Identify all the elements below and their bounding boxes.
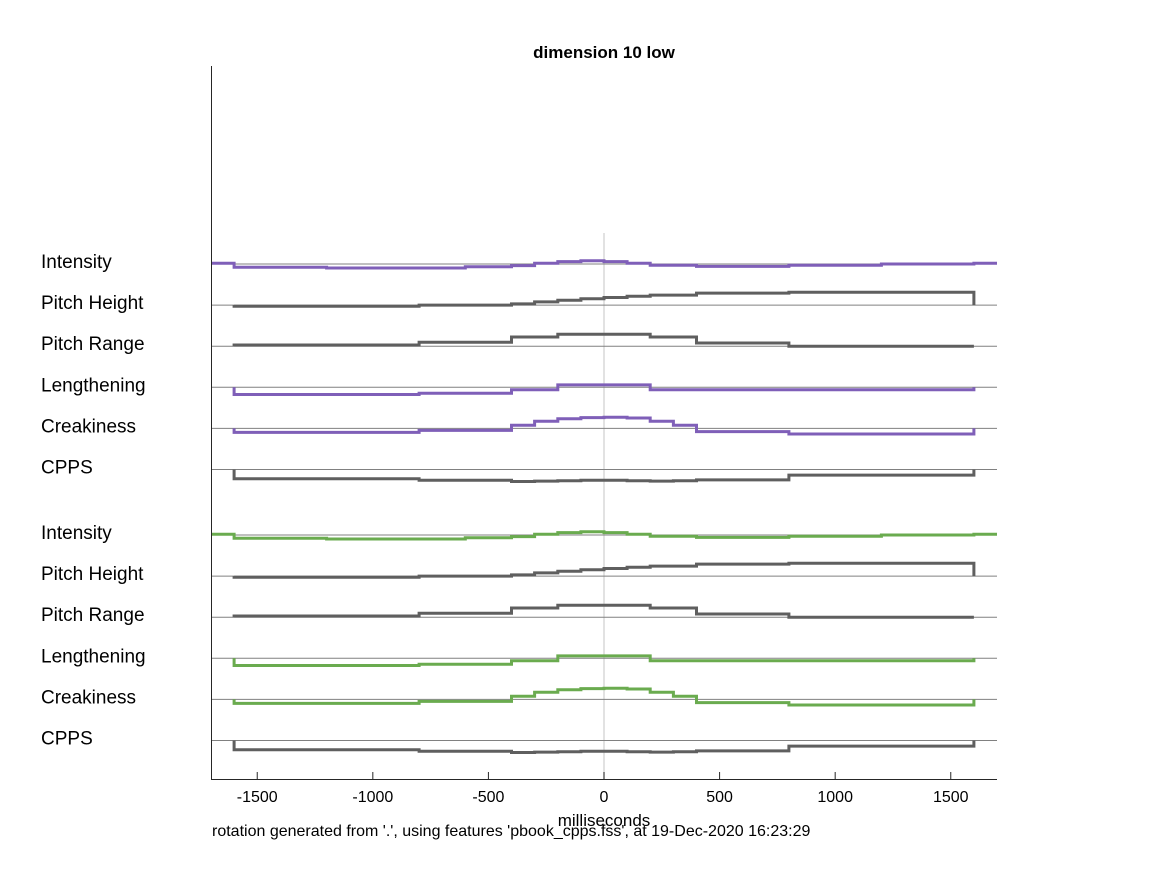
row-label: Pitch Range xyxy=(41,334,145,355)
x-tick-label: 1500 xyxy=(933,789,969,806)
row-label: CPPS xyxy=(41,458,93,479)
x-tick-label: 0 xyxy=(600,789,609,806)
row-label: Lengthening xyxy=(41,375,146,396)
row-label: CPPS xyxy=(41,729,93,750)
row-label: Pitch Height xyxy=(41,293,144,314)
row-label: Pitch Range xyxy=(41,605,145,626)
series-traces xyxy=(211,259,997,754)
series-line-pitch-range xyxy=(232,332,974,348)
series-line-creakiness xyxy=(232,686,976,707)
row-label: Lengthening xyxy=(41,646,146,667)
x-axis-label: milliseconds xyxy=(558,811,651,830)
series-line-pitch-range xyxy=(232,603,974,619)
series-line-lengthening xyxy=(232,383,976,396)
x-tick-label: 500 xyxy=(706,789,733,806)
series-line-intensity xyxy=(211,530,997,541)
chart-title: dimension 10 low xyxy=(533,43,675,62)
series-line-cpps xyxy=(232,740,976,754)
x-tick-label: -500 xyxy=(472,789,504,806)
series-line-pitch-height xyxy=(232,561,976,579)
row-label: Intensity xyxy=(41,252,112,273)
x-tick-label: 1000 xyxy=(817,789,853,806)
row-label: Creakiness xyxy=(41,687,136,708)
row-labels: Intensity Pitch Height Pitch Range Lengthen… xyxy=(41,252,146,750)
row-label: Creakiness xyxy=(41,416,136,437)
x-tick-label: -1500 xyxy=(237,789,278,806)
row-label: Pitch Height xyxy=(41,564,144,585)
series-line-cpps xyxy=(232,469,976,483)
x-tick-label: -1000 xyxy=(352,789,393,806)
series-line-creakiness xyxy=(232,415,976,436)
x-axis-ticks: -1500 -1000 -500 0 500 1000 1500 xyxy=(237,772,969,806)
row-label: Intensity xyxy=(41,523,112,544)
series-line-intensity xyxy=(211,259,997,270)
series-line-lengthening xyxy=(232,654,976,667)
series-line-pitch-height xyxy=(232,290,976,308)
footer-note: rotation generated from '.', using featu… xyxy=(212,823,810,840)
